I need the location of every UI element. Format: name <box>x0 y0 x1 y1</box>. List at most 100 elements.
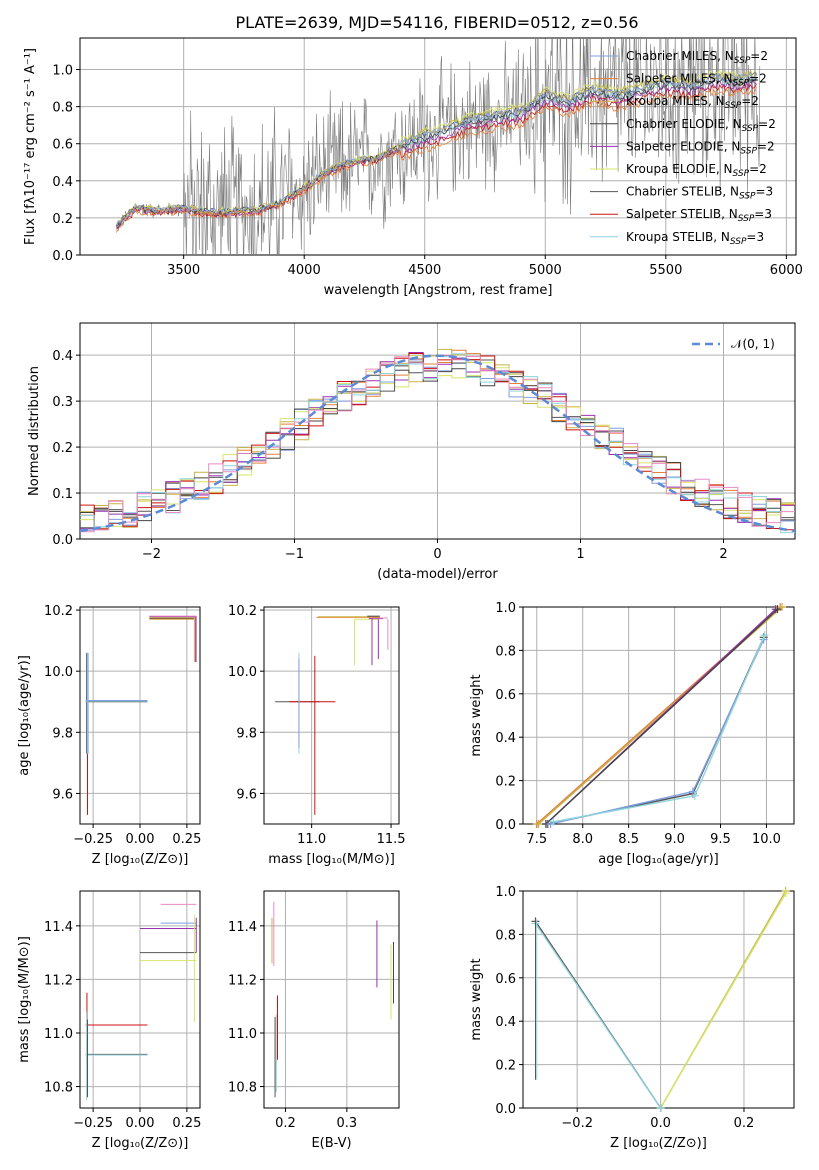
x-axis-label: wavelength [Angstrom, rest frame] <box>324 283 553 298</box>
weight-vs-Z-panel: −0.2 0.0 0.2 0.0 0.2 0.4 0.6 0.8 1.0 Z [log₁₀(Z/Z… <box>469 885 795 1151</box>
plots: 3500 4000 4500 5000 5500 6000 0.0 0.2 0.4 0.6 0.8 1… <box>17 37 803 1151</box>
y-tick-label: 0.0 <box>52 249 73 264</box>
x-tick-label: 8.0 <box>572 832 593 847</box>
legend-entry: Salpeter STELIB, NSSP=3 <box>626 207 772 224</box>
x-axis-label: age [log₁₀(age/yr)] <box>598 852 719 867</box>
y-axis-label: mass weight <box>469 958 484 1040</box>
x-tick-label: 0.2 <box>275 1116 296 1131</box>
weight-marker <box>690 791 699 800</box>
weight-line <box>553 634 766 823</box>
x-tick-label: 0.2 <box>734 1116 755 1131</box>
plot-frame <box>263 890 400 1109</box>
y-tick-label: 11.2 <box>44 973 73 988</box>
x-tick-label: 2 <box>719 547 727 562</box>
x-tick-label: 0.25 <box>172 832 201 847</box>
mass-vs-EBV-panel: 0.2 0.3 10.8 11.0 11.2 11.4 E(B-V) <box>228 890 400 1151</box>
y-tick-label: 10.2 <box>44 604 73 619</box>
plot-frame <box>263 606 400 825</box>
y-tick-label: 0.6 <box>495 688 516 703</box>
x-tick-label: 0.25 <box>172 1116 201 1131</box>
y-axis-label: Normed distribution <box>27 366 42 496</box>
x-tick-label: −0.25 <box>73 1116 113 1131</box>
weight-marker <box>781 889 790 898</box>
y-tick-label: 0.0 <box>495 818 516 833</box>
y-tick-label: 10.2 <box>228 604 257 619</box>
y-axis-label: mass [log₁₀(M/M⊙)] <box>17 936 32 1063</box>
legend: Chabrier MILES, NSSP=2 Salpeter MILES, NS… <box>590 49 776 247</box>
weight-vs-age-panel: 7.5 8.0 8.5 9.0 9.5 10.0 0.0 0.2 0.4 0.6 0.8 1.0 age… <box>469 601 795 867</box>
legend-entry: Kroupa MILES, NSSP=2 <box>626 94 759 111</box>
x-tick-label: 5000 <box>529 263 562 278</box>
x-tick-label: 0 <box>433 547 441 562</box>
x-tick-label: 8.5 <box>618 832 639 847</box>
x-tick-label: 1 <box>576 547 584 562</box>
y-tick-label: 0.4 <box>495 1015 516 1030</box>
y-tick-label: 9.8 <box>52 726 73 741</box>
mass-vs-Z-panel: −0.25 0.00 0.25 10.8 11.0 11.2 11.4 Z [log₁₀(Z/… <box>17 890 201 1151</box>
histogram-kroupa-miles <box>80 348 795 528</box>
y-tick-label: 11.0 <box>44 1027 73 1042</box>
legend-entry: Kroupa STELIB, NSSP=3 <box>626 230 764 247</box>
model-spectrum-salpeter-miles <box>115 87 757 233</box>
legend-entry: Chabrier ELODIE, NSSP=2 <box>626 117 776 134</box>
x-tick-label: 0.00 <box>126 1116 155 1131</box>
y-tick-label: 11.4 <box>228 920 257 935</box>
x-tick-label: 9.5 <box>710 832 731 847</box>
y-tick-label: 0.3 <box>52 395 73 410</box>
x-tick-label: −0.25 <box>73 832 113 847</box>
y-tick-label: 0.0 <box>495 1102 516 1117</box>
y-tick-label: 0.6 <box>52 138 73 153</box>
x-axis-label: mass [log₁₀(M/M⊙)] <box>268 852 395 867</box>
weight-marker <box>773 605 782 614</box>
x-axis-label: Z [log₁₀(Z/Z⊙)] <box>92 852 189 867</box>
x-tick-label: 4500 <box>408 263 441 278</box>
y-tick-label: 10.8 <box>228 1081 257 1096</box>
y-tick-label: 0.8 <box>495 928 516 943</box>
spectrum-panel: 3500 4000 4500 5000 5500 6000 0.0 0.2 0.4 0.6 0.8 1… <box>23 37 803 298</box>
chart-title: PLATE=2639, MJD=54116, FIBERID=0512, z=0… <box>235 13 638 32</box>
y-axis-label: mass weight <box>469 674 484 756</box>
age-vs-mass-panel: 11.0 11.5 9.6 9.8 10.0 10.2 mass [log₁₀(M/M⊙)] <box>228 604 405 867</box>
x-tick-label: 0.0 <box>650 1116 671 1131</box>
x-tick-label: −1 <box>285 547 304 562</box>
grid <box>264 891 399 1108</box>
weight-marker <box>656 1104 665 1112</box>
weight-line <box>659 892 787 1108</box>
y-tick-label: 0.1 <box>52 487 73 502</box>
y-tick-label: 0.2 <box>52 212 73 227</box>
normal-curve <box>80 354 795 533</box>
x-axis-label: Z [log₁₀(Z/Z⊙)] <box>610 1136 707 1151</box>
legend-entry: Chabrier STELIB, NSSP=3 <box>626 185 773 202</box>
y-tick-label: 11.4 <box>44 920 73 935</box>
legend-entry: Kroupa ELODIE, NSSP=2 <box>626 162 767 179</box>
y-tick-label: 0.4 <box>52 175 73 190</box>
grid <box>80 607 200 824</box>
weight-marker <box>778 603 787 611</box>
residuals-panel: −2 −1 0 1 2 0.0 0.1 0.2 0.3 0.4 (data-model)/error… <box>27 322 796 582</box>
y-tick-label: 0.4 <box>52 349 73 364</box>
y-tick-label: 0.8 <box>52 101 73 116</box>
y-tick-label: 10.0 <box>44 665 73 680</box>
y-tick-label: 0.8 <box>495 644 516 659</box>
x-axis-label: E(B-V) <box>311 1136 351 1151</box>
weight-line <box>547 637 765 824</box>
y-tick-label: 0.0 <box>52 533 73 548</box>
plot-frame <box>522 890 795 1109</box>
y-axis-label: age [log₁₀(age/yr)] <box>17 655 32 776</box>
plot-frame <box>522 606 795 825</box>
x-tick-label: 10.0 <box>752 832 781 847</box>
x-tick-label: 3500 <box>167 263 200 278</box>
x-tick-label: 6000 <box>770 263 803 278</box>
grid <box>523 890 794 1109</box>
y-tick-label: 9.6 <box>52 787 73 802</box>
x-tick-label: −2 <box>142 547 161 562</box>
x-axis-label: Z [log₁₀(Z/Z⊙)] <box>92 1136 189 1151</box>
y-tick-label: 11.0 <box>228 1027 257 1042</box>
y-tick-label: 10.0 <box>228 665 257 680</box>
weight-marker <box>688 787 697 796</box>
y-tick-label: 11.2 <box>228 973 257 988</box>
legend-entry: Salpeter ELODIE, NSSP=2 <box>626 139 775 156</box>
x-tick-label: 11.0 <box>297 832 326 847</box>
y-tick-label: 1.0 <box>495 885 516 900</box>
